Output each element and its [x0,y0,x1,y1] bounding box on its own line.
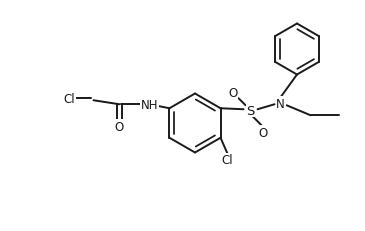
Text: N: N [276,97,285,110]
Text: NH: NH [141,98,158,111]
Text: Cl: Cl [222,154,233,167]
Text: S: S [246,104,255,117]
Text: O: O [258,126,267,139]
Text: O: O [115,120,124,133]
Text: Cl: Cl [64,92,75,105]
Text: O: O [228,86,237,99]
